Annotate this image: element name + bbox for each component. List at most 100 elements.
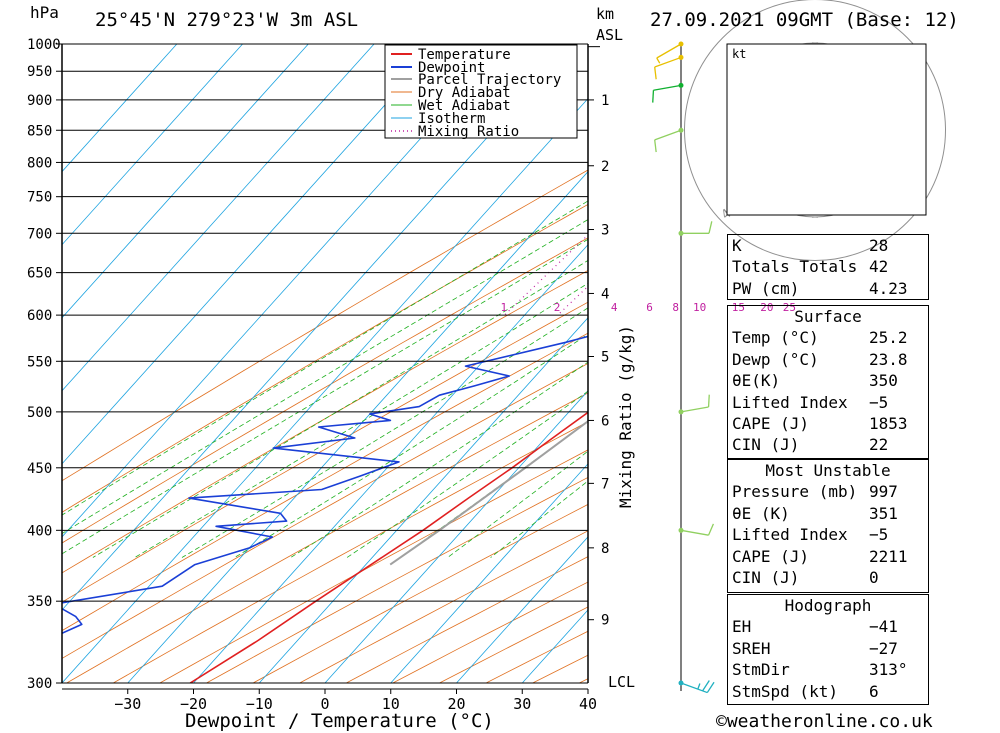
row-value: 25.2 xyxy=(869,328,908,348)
isotherm-line xyxy=(390,463,588,683)
isotherm-line xyxy=(324,390,588,683)
row-label: Lifted Index xyxy=(732,392,848,412)
legend-label-isotherm: Isotherm xyxy=(418,111,485,127)
dry-adiabat-line xyxy=(62,301,588,603)
km-unit-label: km xyxy=(596,5,614,23)
copyright-footer: ©weatheronline.co.uk xyxy=(716,711,933,732)
wind-barb-shaft xyxy=(680,406,709,413)
row-label: CIN (J) xyxy=(732,435,800,455)
isotherm-line xyxy=(62,44,309,319)
row-value: −5 xyxy=(869,392,889,412)
km-tick-label: 1 xyxy=(601,93,609,109)
lcl-label: LCL xyxy=(608,673,635,691)
wind-level-dot xyxy=(678,680,684,686)
pressure-unit-label: hPa xyxy=(30,3,59,22)
index-row-pw: PW (cm) 4.23 xyxy=(728,278,928,299)
wind-barb-half-flag xyxy=(656,57,661,64)
row-value: 351 xyxy=(869,503,898,523)
pressure-tick-label: 350 xyxy=(27,594,52,610)
mixing-ratio-tick-label: 6 xyxy=(646,301,653,314)
mu-row: CIN (J) 0 xyxy=(728,567,928,588)
row-value: −41 xyxy=(869,617,898,637)
wind-barb-flag xyxy=(707,394,710,408)
row-label: CAPE (J) xyxy=(732,413,810,433)
mixing-ratio-tick-label: 15 xyxy=(732,301,745,314)
km-tick-label: 5 xyxy=(601,349,609,365)
wind-barb-flag xyxy=(706,681,715,693)
hodo-row: EH −41 xyxy=(728,616,928,637)
pressure-tick-label: 600 xyxy=(27,308,52,324)
row-value: 997 xyxy=(869,482,898,502)
x-tick-label: 30 xyxy=(513,695,531,713)
index-label: K xyxy=(732,236,742,255)
km-tick-label: 6 xyxy=(601,413,609,429)
row-value: 2211 xyxy=(869,546,908,566)
most-unstable-title: Most Unstable xyxy=(765,461,891,480)
wind-barb-shaft xyxy=(654,129,682,141)
x-tick-label: 0 xyxy=(320,695,329,713)
isotherm-line xyxy=(456,536,588,683)
legend-label-temperature: Temperature xyxy=(418,47,511,63)
wind-barb-half-flag xyxy=(697,683,701,690)
row-value: −5 xyxy=(869,525,889,545)
index-value: 42 xyxy=(869,257,889,277)
pressure-tick-label: 300 xyxy=(27,676,52,692)
isotherm-line xyxy=(62,44,243,246)
mu-row: Lifted Index −5 xyxy=(728,524,928,545)
surface-row: Temp (°C) 25.2 xyxy=(728,327,928,348)
wind-barb-flag xyxy=(707,523,715,536)
hodo-row: StmSpd (kt) 6 xyxy=(728,681,928,702)
pressure-tick-label: 950 xyxy=(27,64,52,80)
pressure-tick-label: 750 xyxy=(27,190,52,206)
wind-level-dot xyxy=(678,54,684,60)
wind-level-dot xyxy=(678,409,684,415)
mixing-ratio-tick-label: 20 xyxy=(760,301,773,314)
wind-barb-flag xyxy=(652,90,655,103)
indices-table: K 28 Totals Totals 42 PW (cm) 4.23 xyxy=(727,234,929,300)
index-label: PW (cm) xyxy=(732,278,800,298)
wet-adiabat-line xyxy=(346,390,588,558)
wind-barb-shaft xyxy=(653,84,682,91)
temperature-line xyxy=(189,411,588,683)
isotherm-line xyxy=(62,44,572,611)
wet-adiabat-line xyxy=(62,238,588,555)
x-axis-label: Dewpoint / Temperature (°C) xyxy=(185,710,494,732)
x-tick-label: 10 xyxy=(382,695,400,713)
wind-level-dot xyxy=(678,527,684,533)
mu-row: CAPE (J) 2211 xyxy=(728,546,928,567)
row-label: EH xyxy=(732,617,752,637)
wind-barb-shaft xyxy=(654,56,682,68)
surface-row: CIN (J) 22 xyxy=(728,434,928,455)
dry-adiabat-line xyxy=(62,169,588,482)
mixing-ratio-tick-label: 1 xyxy=(501,301,508,314)
asl-label: ASL xyxy=(596,26,623,44)
row-value: 22 xyxy=(869,435,889,455)
row-value: 23.8 xyxy=(869,349,908,369)
surface-row: θE(K) 350 xyxy=(728,370,928,391)
wind-level-dot xyxy=(678,41,684,47)
pressure-tick-label: 400 xyxy=(27,523,52,539)
row-label: Pressure (mb) xyxy=(732,482,858,502)
mu-row: Pressure (mb) 997 xyxy=(728,481,928,502)
mixing-ratio-tick-label: 4 xyxy=(611,301,618,314)
hodo-row: SREH −27 xyxy=(728,638,928,659)
pressure-tick-label: 500 xyxy=(27,405,52,421)
mixing-ratio-axis-label: Mixing Ratio (g/kg) xyxy=(616,325,635,508)
wind-barb-flag xyxy=(702,680,710,692)
km-tick-label: 4 xyxy=(601,286,609,302)
row-label: CAPE (J) xyxy=(732,546,810,566)
hodograph-title: Hodograph xyxy=(784,596,872,615)
wind-barb-flag xyxy=(654,139,657,153)
surface-title: Surface xyxy=(794,307,862,326)
surface-row: Dewp (°C) 23.8 xyxy=(728,349,928,370)
mixing-ratio-tick-label: 8 xyxy=(672,301,679,314)
surface-table: Surface Temp (°C) 25.2 Dewp (°C) 23.8 θE(K… xyxy=(727,305,929,459)
pressure-tick-label: 700 xyxy=(27,226,52,242)
pressure-tick-label: 550 xyxy=(27,354,52,370)
legend: Temperature Dewpoint Parcel Trajectory D… xyxy=(384,44,578,140)
isotherm-line xyxy=(193,244,588,683)
legend-label-dewpoint: Dewpoint xyxy=(418,60,485,76)
hodo-ring xyxy=(684,0,946,261)
row-value: 6 xyxy=(869,681,879,701)
x-tick-label: 40 xyxy=(579,695,597,713)
